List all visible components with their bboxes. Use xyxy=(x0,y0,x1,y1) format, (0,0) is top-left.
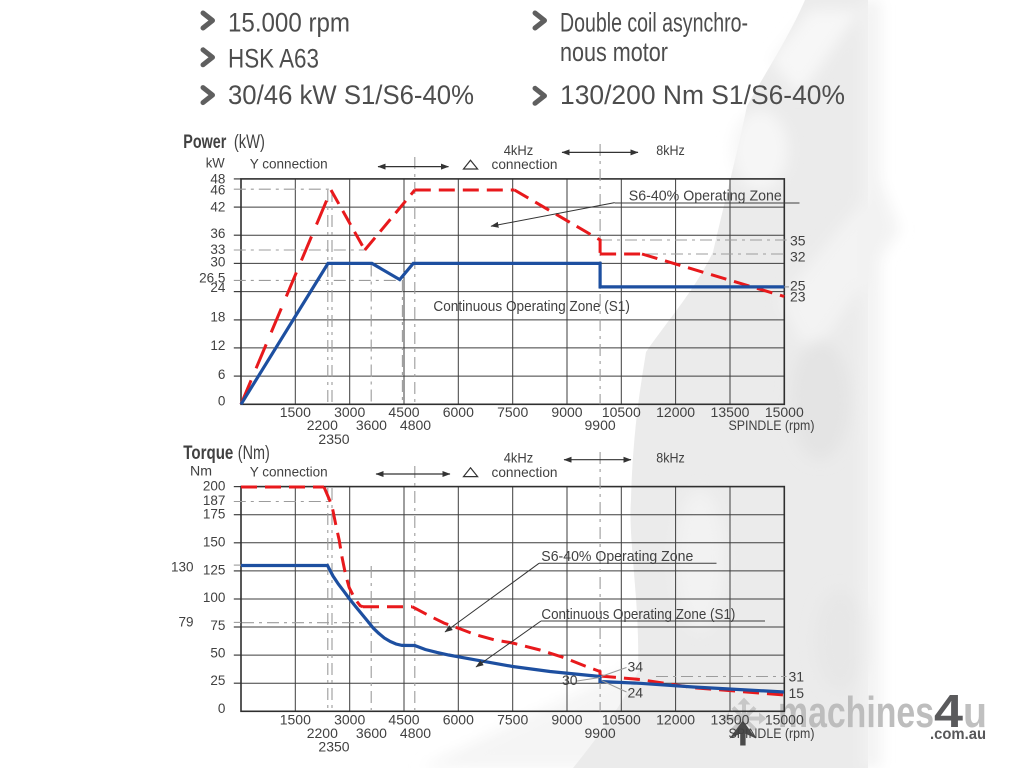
svg-text:4500: 4500 xyxy=(388,404,419,420)
svg-text:Double coil asynchro-: Double coil asynchro- xyxy=(560,8,748,38)
svg-text:150: 150 xyxy=(203,534,226,549)
svg-text:u: u xyxy=(963,688,987,737)
svg-text:9900: 9900 xyxy=(585,417,616,433)
svg-text:S6-40% Operating Zone: S6-40% Operating Zone xyxy=(629,188,782,204)
svg-text:nous motor: nous motor xyxy=(560,37,668,67)
svg-text:(kW): (kW) xyxy=(234,132,265,153)
svg-text:12000: 12000 xyxy=(656,404,695,420)
svg-text:.com.au: .com.au xyxy=(930,726,986,743)
svg-text:0: 0 xyxy=(218,701,226,716)
svg-text:kW: kW xyxy=(206,154,226,170)
svg-text:HSK A63: HSK A63 xyxy=(228,44,319,74)
svg-text:33: 33 xyxy=(210,242,225,257)
svg-text:9900: 9900 xyxy=(585,725,616,741)
svg-text:machines: machines xyxy=(778,688,934,737)
svg-text:0: 0 xyxy=(218,394,226,409)
svg-text:4500: 4500 xyxy=(388,712,419,728)
svg-text:15000: 15000 xyxy=(765,712,804,728)
svg-text:26,5: 26,5 xyxy=(199,270,225,285)
svg-text:6000: 6000 xyxy=(443,712,474,728)
svg-text:13500: 13500 xyxy=(711,712,750,728)
svg-text:15.000 rpm: 15.000 rpm xyxy=(228,8,350,38)
svg-text:125: 125 xyxy=(203,562,226,577)
svg-text:25: 25 xyxy=(790,278,806,294)
svg-text:4kHz: 4kHz xyxy=(504,450,534,466)
svg-text:Y connection: Y connection xyxy=(250,463,328,479)
svg-text:10500: 10500 xyxy=(602,404,641,420)
svg-text:2200: 2200 xyxy=(307,725,338,741)
svg-text:connection: connection xyxy=(492,464,558,480)
svg-text:12: 12 xyxy=(210,338,225,353)
svg-text:25: 25 xyxy=(210,673,225,688)
svg-text:2200: 2200 xyxy=(307,417,338,433)
svg-text:3000: 3000 xyxy=(334,404,365,420)
svg-text:175: 175 xyxy=(203,507,226,522)
svg-text:23: 23 xyxy=(790,289,806,305)
svg-text:Continuous Operating Zone (S1): Continuous Operating Zone (S1) xyxy=(541,607,735,623)
svg-text:SPINDLE (rpm): SPINDLE (rpm) xyxy=(729,725,815,741)
svg-text:13500: 13500 xyxy=(711,404,750,420)
svg-text:18: 18 xyxy=(210,309,225,324)
svg-text:3600: 3600 xyxy=(356,417,387,433)
svg-text:Power: Power xyxy=(183,132,226,153)
svg-text:187: 187 xyxy=(203,493,226,508)
svg-text:36: 36 xyxy=(210,226,225,241)
svg-text:32: 32 xyxy=(790,249,806,265)
svg-text:S6-40% Operating Zone: S6-40% Operating Zone xyxy=(541,549,693,565)
svg-text:34: 34 xyxy=(628,659,644,675)
svg-text:46: 46 xyxy=(210,183,225,198)
svg-text:9000: 9000 xyxy=(551,712,582,728)
svg-text:79: 79 xyxy=(178,615,193,630)
svg-text:2350: 2350 xyxy=(318,431,349,447)
svg-text:(Nm): (Nm) xyxy=(238,443,270,464)
svg-text:7500: 7500 xyxy=(497,404,528,420)
svg-text:24: 24 xyxy=(210,280,226,295)
svg-text:10500: 10500 xyxy=(602,712,641,728)
svg-text:100: 100 xyxy=(203,590,226,605)
svg-text:4: 4 xyxy=(934,685,963,737)
svg-text:Continuous Operating Zone (S1): Continuous Operating Zone (S1) xyxy=(433,299,630,315)
svg-text:130/200 Nm S1/S6-40%: 130/200 Nm S1/S6-40% xyxy=(560,80,845,110)
svg-text:7500: 7500 xyxy=(497,712,528,728)
svg-text:31: 31 xyxy=(789,669,805,685)
svg-text:9000: 9000 xyxy=(551,404,582,420)
svg-text:30/46 kW S1/S6-40%: 30/46 kW S1/S6-40% xyxy=(228,80,474,110)
svg-text:30: 30 xyxy=(562,672,578,688)
svg-text:Y connection: Y connection xyxy=(250,156,328,172)
svg-text:connection: connection xyxy=(492,156,558,172)
svg-text:15: 15 xyxy=(789,685,805,701)
svg-text:6000: 6000 xyxy=(443,404,474,420)
svg-text:200: 200 xyxy=(203,479,226,494)
svg-text:15000: 15000 xyxy=(765,404,804,420)
svg-text:130: 130 xyxy=(171,559,194,574)
svg-text:3000: 3000 xyxy=(334,712,365,728)
svg-text:35: 35 xyxy=(790,233,806,249)
svg-text:42: 42 xyxy=(210,200,225,215)
svg-text:1500: 1500 xyxy=(280,404,311,420)
svg-text:Torque: Torque xyxy=(183,443,233,464)
svg-text:2350: 2350 xyxy=(318,738,349,754)
svg-text:50: 50 xyxy=(210,646,225,661)
svg-text:8kHz: 8kHz xyxy=(656,142,685,158)
svg-text:75: 75 xyxy=(210,618,225,633)
svg-text:4kHz: 4kHz xyxy=(504,142,534,158)
svg-text:3600: 3600 xyxy=(356,725,387,741)
svg-text:6: 6 xyxy=(218,367,226,382)
svg-text:48: 48 xyxy=(210,172,225,187)
svg-text:4800: 4800 xyxy=(400,417,431,433)
svg-text:24: 24 xyxy=(628,685,644,701)
svg-text:12000: 12000 xyxy=(656,712,695,728)
svg-text:8kHz: 8kHz xyxy=(656,450,685,466)
svg-text:30: 30 xyxy=(210,254,225,269)
svg-text:4800: 4800 xyxy=(400,725,431,741)
svg-text:1500: 1500 xyxy=(280,712,311,728)
svg-text:SPINDLE (rpm): SPINDLE (rpm) xyxy=(729,417,815,433)
svg-text:Nm: Nm xyxy=(190,463,212,479)
